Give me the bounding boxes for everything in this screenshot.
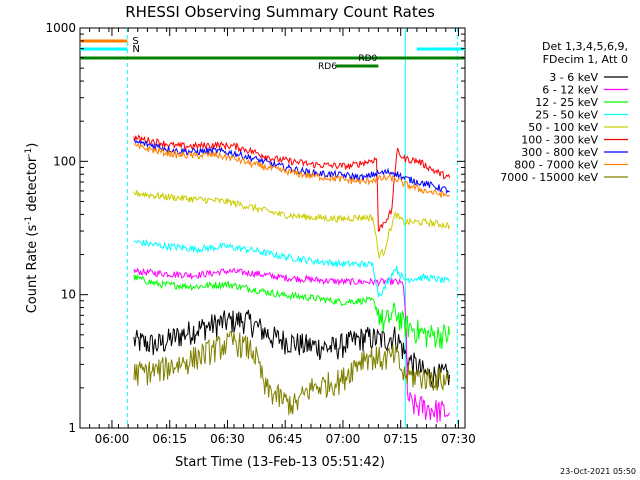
y-tick-label: 10 — [61, 288, 76, 302]
y-axis-label-main: Count Rate (s — [25, 225, 40, 314]
state-label-n: N — [132, 44, 139, 55]
state-label-s: S — [132, 36, 138, 47]
series-6-12keV — [133, 267, 451, 423]
legend-label: 7000 - 15000 keV — [500, 171, 598, 184]
legend-label: 50 - 100 keV — [528, 121, 598, 134]
series-layer — [133, 134, 451, 423]
series-7000-15000keV — [133, 331, 450, 416]
legend-label: 3 - 6 keV — [549, 71, 598, 84]
y-axis: 1 10 100 1000 — [45, 21, 465, 435]
x-axis-label: Start Time (13-Feb-13 05:51:42) — [175, 455, 385, 470]
series-300-800keV — [133, 138, 450, 195]
series-100-300keV — [133, 134, 451, 232]
y-axis-label-sup2: -1 — [24, 148, 34, 157]
y-tick-label: 1 — [68, 421, 76, 435]
legend-label: 800 - 7000 keV — [514, 159, 598, 172]
x-tick-label: 07:00 — [326, 432, 361, 446]
legend-label: 25 - 50 keV — [535, 109, 598, 122]
y-axis-label: Count Rate (s-1 detector-1) — [24, 143, 40, 314]
vertical-markers — [126, 28, 458, 428]
x-tick-label: 06:30 — [210, 432, 245, 446]
legend-label: 12 - 25 keV — [535, 96, 598, 109]
legend-label: 300 - 800 keV — [521, 146, 598, 159]
state-label-rd0: RD0 — [358, 54, 377, 64]
series-12-25keV — [133, 274, 451, 349]
legend: Det 1,3,4,5,6,9, FDecim 1, Att 0 3 - 6 k… — [500, 40, 628, 184]
x-tick-label: 06:45 — [268, 432, 303, 446]
x-tick-label: 07:30 — [441, 432, 476, 446]
y-axis-label-end: ) — [25, 143, 40, 148]
state-bars: SN RD0 RD6 — [80, 36, 465, 72]
state-label-rd6: RD6 — [318, 62, 337, 72]
series-25-50keV — [133, 238, 451, 298]
legend-title-line1: Det 1,3,4,5,6,9, — [542, 40, 628, 53]
x-axis: 06:00 06:15 06:30 06:45 07:00 07:15 07:30 — [79, 28, 476, 446]
y-axis-label-rest: detector — [25, 156, 40, 216]
series-800-7000keV — [133, 142, 450, 198]
series-50-100keV — [133, 190, 451, 260]
footer-date: 23-Oct-2021 05:50 — [560, 467, 636, 476]
y-tick-label: 100 — [53, 154, 76, 168]
legend-label: 100 - 300 keV — [521, 134, 598, 147]
x-tick-label: 07:15 — [383, 432, 418, 446]
chart-title: RHESSI Observing Summary Count Rates — [125, 3, 435, 21]
x-tick-label: 06:00 — [95, 432, 130, 446]
y-axis-label-sup: -1 — [24, 216, 34, 225]
y-tick-label: 1000 — [45, 21, 76, 35]
legend-label: 6 - 12 keV — [542, 84, 598, 97]
x-tick-label: 06:15 — [152, 432, 187, 446]
series-3-6keV — [133, 309, 451, 390]
legend-title-line2: FDecim 1, Att 0 — [543, 53, 628, 66]
